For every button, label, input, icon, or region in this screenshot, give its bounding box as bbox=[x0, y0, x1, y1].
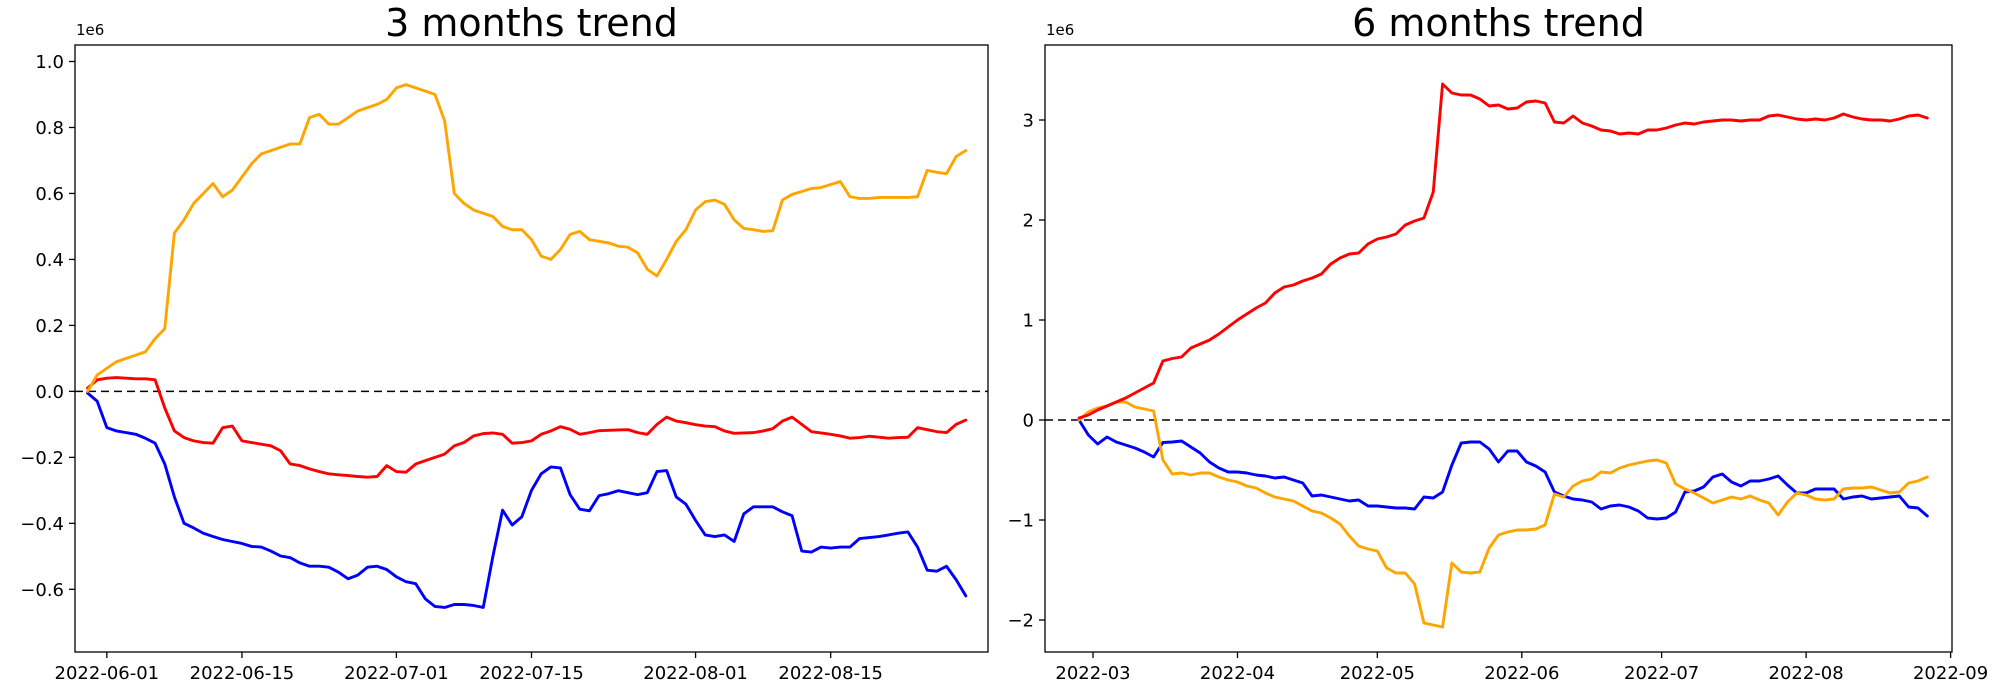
y-axis-offset-label: 1e6 bbox=[1046, 21, 1075, 39]
y-tick-label: 1 bbox=[1023, 311, 1034, 332]
x-tick-label: 2022-09 bbox=[1913, 663, 1988, 684]
y-tick-label: 3 bbox=[1023, 111, 1034, 132]
y-tick-label: −0.4 bbox=[20, 514, 64, 535]
x-tick-label: 2022-06 bbox=[1484, 663, 1559, 684]
y-tick-label: −2 bbox=[1007, 611, 1034, 632]
y-tick-label: 0.4 bbox=[35, 250, 64, 271]
axes-frame bbox=[1044, 44, 1953, 653]
y-tick-label: 0.2 bbox=[35, 316, 64, 337]
x-tick-label: 2022-07-15 bbox=[479, 663, 584, 684]
y-axis-offset-label: 1e6 bbox=[76, 21, 105, 39]
axes-frame bbox=[74, 44, 989, 653]
x-tick-label: 2022-07-01 bbox=[344, 663, 449, 684]
x-tick-label: 2022-08-15 bbox=[778, 663, 883, 684]
chart-canvas: 2022-03 2022-04 2022-05 2022-06 2022-07 2022-… bbox=[1007, 44, 1988, 684]
y-tick-label: −1 bbox=[1007, 511, 1034, 532]
y-tick-label: 2 bbox=[1023, 211, 1034, 232]
y-tick-label: 1.0 bbox=[35, 52, 64, 73]
x-tick-label: 2022-07 bbox=[1624, 663, 1699, 684]
y-tick-label: 0 bbox=[1023, 411, 1034, 432]
series-blue-line bbox=[1077, 418, 1929, 521]
series-orange-line bbox=[1077, 400, 1929, 629]
x-tick-label: 2022-08-01 bbox=[643, 663, 748, 684]
series-blue-line bbox=[86, 391, 968, 609]
x-tick-label: 2022-05 bbox=[1340, 663, 1415, 684]
series-red-line bbox=[1077, 82, 1929, 420]
chart-6-months-trend: 6 months trend 1e6 2022-03 2022-04 2022-05… bbox=[1000, 0, 2000, 700]
y-tick-label: −0.6 bbox=[20, 580, 64, 601]
x-tick-label: 2022-06-15 bbox=[190, 663, 295, 684]
chart-3-months-trend: 3 months trend 1e6 2022-06-01 2022-06-15 2… bbox=[20, 1, 989, 684]
series-orange-line bbox=[86, 83, 968, 393]
series-red-line bbox=[86, 376, 968, 479]
x-tick-label: 2022-03 bbox=[1055, 663, 1130, 684]
y-tick-label: 0.8 bbox=[35, 118, 64, 139]
y-tick-label: −0.2 bbox=[20, 448, 64, 469]
x-tick-label: 2022-06-01 bbox=[55, 663, 160, 684]
chart-title: 3 months trend bbox=[385, 1, 678, 45]
y-tick-label: 0.0 bbox=[35, 382, 64, 403]
chart-canvas: 2022-06-01 2022-06-15 2022-07-01 2022-07-15… bbox=[20, 44, 989, 684]
y-tick-label: 0.6 bbox=[35, 184, 64, 205]
x-tick-label: 2022-04 bbox=[1200, 663, 1275, 684]
x-tick-label: 2022-08 bbox=[1769, 663, 1844, 684]
chart-title: 6 months trend bbox=[1352, 1, 1645, 45]
